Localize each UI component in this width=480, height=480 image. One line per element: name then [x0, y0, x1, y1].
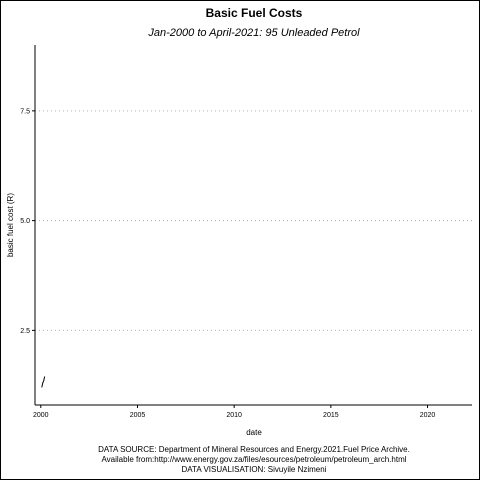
x-tick-label: 2005 — [130, 412, 146, 419]
y-ticks: 2.5 5.0 7.5 — [20, 108, 35, 335]
gridlines — [35, 110, 472, 331]
y-tick-label: 2.5 — [20, 328, 30, 335]
caption-url: Available from:http://www.energy.gov.za/… — [101, 455, 406, 464]
chart-subtitle: Jan-2000 to April-2021: 95 Unleaded Petr… — [147, 27, 360, 39]
y-axis-title: basic fuel cost (R) — [6, 193, 15, 257]
x-tick-label: 2010 — [226, 412, 242, 419]
x-tick-label: 2020 — [420, 412, 436, 419]
x-ticks: 2000 2005 2010 2015 2020 — [33, 405, 435, 419]
series-line — [41, 376, 46, 388]
chart-title: Basic Fuel Costs — [206, 6, 303, 20]
axes — [34, 45, 472, 406]
series — [41, 376, 46, 388]
y-tick-label: 7.5 — [20, 108, 30, 115]
x-axis-title: date — [246, 428, 262, 437]
x-tick-label: 2000 — [33, 412, 49, 419]
x-tick-label: 2015 — [323, 412, 339, 419]
caption-source: DATA SOURCE: Department of Mineral Resou… — [98, 445, 410, 454]
y-tick-label: 5.0 — [20, 218, 30, 225]
caption-credit: DATA VISUALISATION: Sivuyile Nzimeni — [182, 465, 327, 474]
